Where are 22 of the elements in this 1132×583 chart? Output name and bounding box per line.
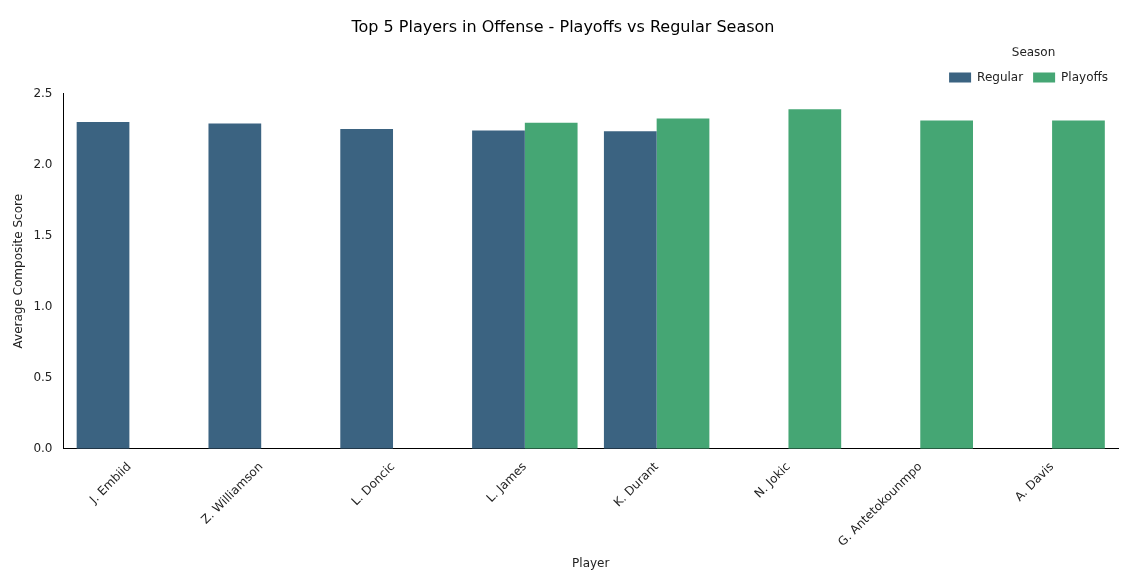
bar bbox=[603, 131, 657, 449]
bar bbox=[472, 130, 525, 449]
bar bbox=[656, 118, 710, 449]
y-tick-label: 2.5 bbox=[33, 85, 53, 100]
bar bbox=[788, 109, 842, 449]
bar bbox=[1052, 120, 1105, 449]
y-tick-label: 1.0 bbox=[33, 298, 53, 313]
y-tick-label: 0.0 bbox=[33, 440, 53, 455]
legend-label: Regular bbox=[977, 69, 1024, 84]
chart-title: Top 5 Players in Offense - Playoffs vs Regular Season bbox=[350, 16, 775, 36]
bar bbox=[76, 122, 130, 449]
bar bbox=[340, 129, 394, 449]
legend-label: Playoffs bbox=[1061, 69, 1108, 84]
y-tick-label: 2.0 bbox=[33, 156, 53, 171]
y-tick-label: 1.5 bbox=[33, 227, 53, 242]
bar bbox=[524, 122, 578, 449]
legend-title: Season bbox=[1011, 45, 1056, 60]
y-tick-label: 0.5 bbox=[33, 369, 53, 384]
x-axis-title: Player bbox=[572, 555, 610, 570]
bar bbox=[920, 120, 973, 449]
y-axis-title: Average Composite Score bbox=[11, 193, 26, 349]
bar bbox=[208, 123, 262, 449]
